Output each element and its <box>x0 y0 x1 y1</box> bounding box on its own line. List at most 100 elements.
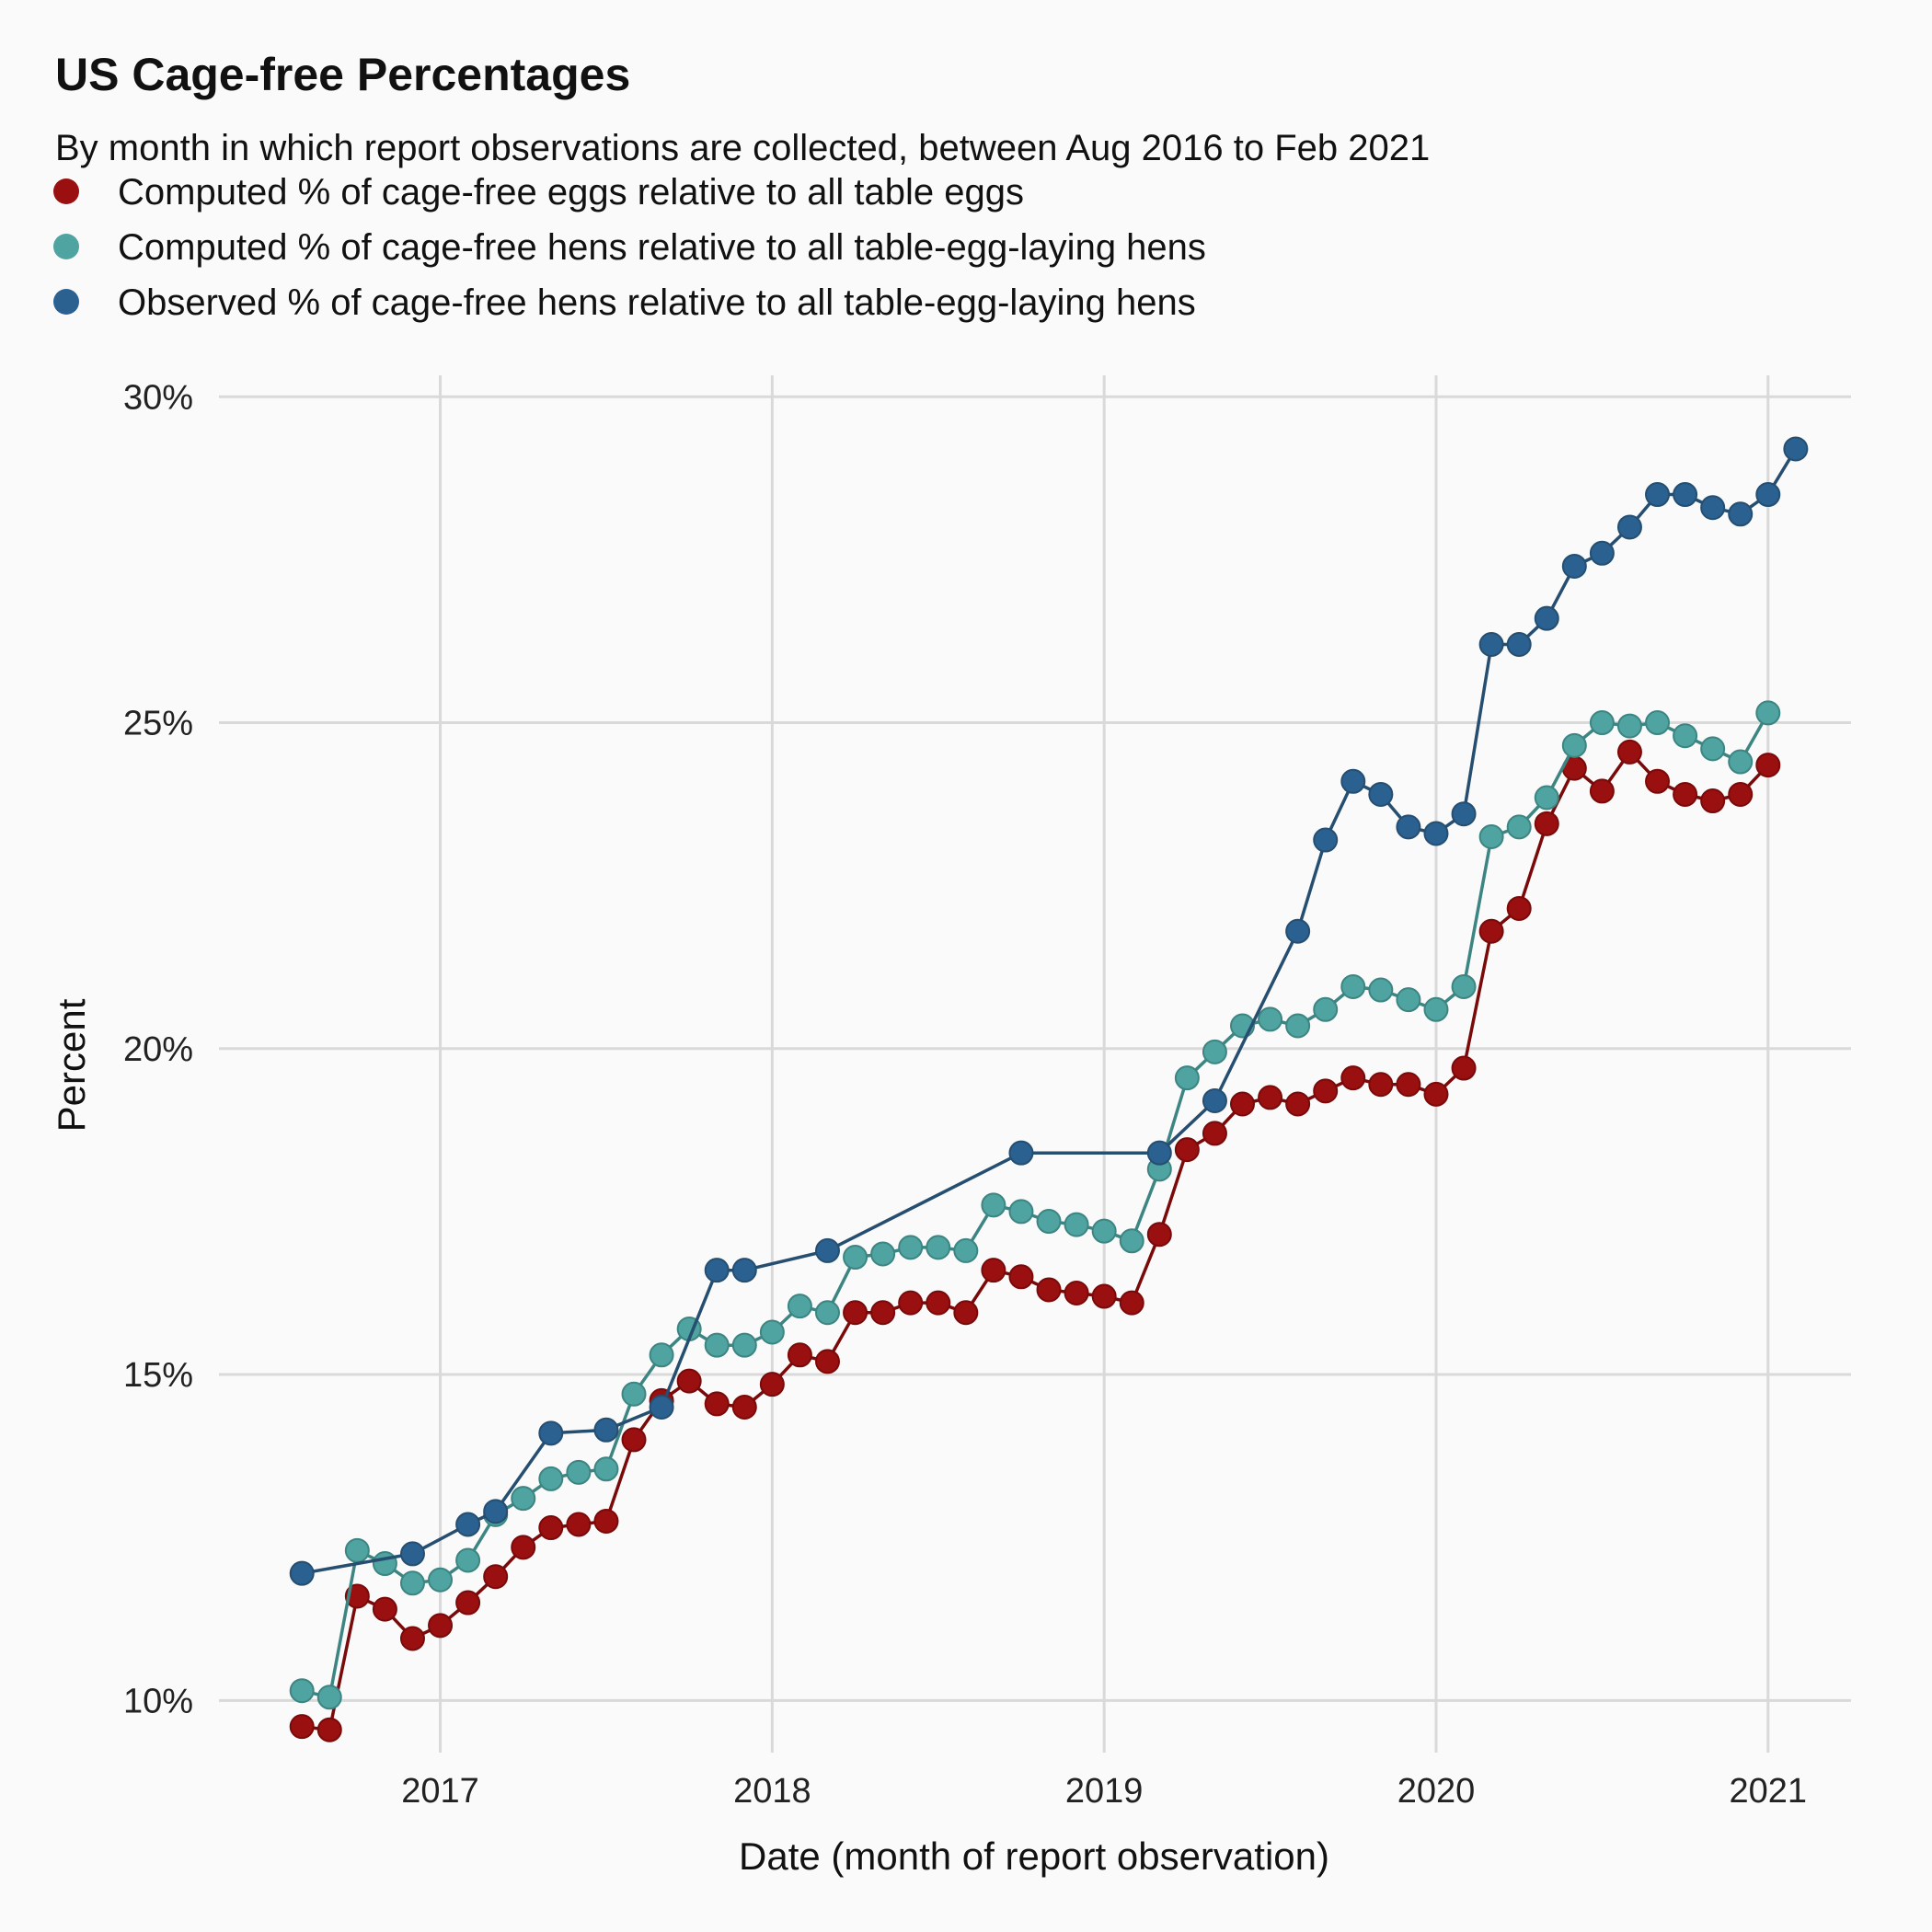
data-point-computed-hens <box>511 1486 536 1512</box>
data-point-observed-hens <box>1396 814 1421 840</box>
data-point-computed-hens <box>1673 723 1698 749</box>
data-point-observed-hens <box>399 1541 425 1567</box>
data-point-eggs <box>953 1300 979 1326</box>
y-tick-label: 25% <box>123 705 193 743</box>
data-point-eggs <box>399 1626 425 1651</box>
data-point-eggs <box>1451 1055 1477 1081</box>
data-point-eggs <box>1064 1280 1089 1305</box>
y-axis-ticks: 10% 15% 20% 25% 30% <box>123 378 193 1720</box>
data-point-computed-hens <box>759 1319 785 1345</box>
data-point-computed-hens <box>428 1567 454 1593</box>
data-point-observed-hens <box>1506 631 1532 657</box>
data-point-eggs <box>1174 1137 1200 1163</box>
data-point-eggs <box>1202 1121 1227 1146</box>
legend-marker-observed-hens <box>53 289 79 315</box>
data-point-observed-hens <box>1451 801 1477 827</box>
x-tick-label: 2018 <box>733 1772 811 1811</box>
data-point-observed-hens <box>1285 918 1311 944</box>
data-point-eggs <box>621 1427 647 1453</box>
x-tick-label: 2017 <box>401 1772 479 1811</box>
data-point-observed-hens <box>1146 1140 1172 1166</box>
data-point-eggs <box>870 1300 896 1326</box>
data-point-observed-hens <box>814 1237 840 1263</box>
data-point-observed-hens <box>1008 1140 1034 1166</box>
data-point-eggs <box>731 1394 757 1420</box>
data-point-observed-hens <box>289 1560 315 1586</box>
data-point-eggs <box>1589 778 1615 804</box>
data-point-eggs <box>1645 768 1671 794</box>
data-point-observed-hens <box>1700 495 1726 521</box>
data-point-observed-hens <box>1616 514 1642 540</box>
data-point-eggs <box>372 1596 397 1622</box>
legend-item-eggs: Computed % of cage-free eggs relative to… <box>53 172 1024 213</box>
data-point-eggs <box>428 1613 454 1639</box>
data-point-eggs <box>1313 1078 1339 1104</box>
data-point-observed-hens <box>1561 553 1587 579</box>
data-point-computed-hens <box>1036 1209 1062 1235</box>
data-point-computed-hens <box>731 1332 757 1358</box>
data-point-computed-hens <box>1423 996 1449 1022</box>
data-point-observed-hens <box>1478 631 1504 657</box>
legend-item-computed-hens: Computed % of cage-free hens relative to… <box>53 227 1206 268</box>
data-point-computed-hens <box>1755 700 1781 726</box>
chart-subtitle: By month in which report observations ar… <box>55 128 1430 168</box>
y-tick-label: 20% <box>123 1030 193 1069</box>
series-observed-hens <box>289 436 1809 1586</box>
data-point-computed-hens <box>1258 1006 1283 1032</box>
x-axis-title: Date (month of report observation) <box>739 1834 1329 1878</box>
series-eggs <box>289 739 1781 1742</box>
chart-title: US Cage-free Percentages <box>55 49 630 100</box>
data-point-observed-hens <box>1673 482 1698 508</box>
data-point-computed-hens <box>1119 1228 1144 1254</box>
data-point-observed-hens <box>1423 821 1449 846</box>
data-point-eggs <box>1700 788 1726 814</box>
data-point-eggs <box>344 1583 370 1609</box>
data-point-computed-hens <box>455 1547 481 1573</box>
data-point-observed-hens <box>1728 501 1754 527</box>
data-point-computed-hens <box>566 1459 592 1485</box>
data-point-computed-hens <box>1202 1039 1227 1064</box>
data-point-computed-hens <box>316 1685 342 1710</box>
data-point-computed-hens <box>344 1537 370 1563</box>
data-point-computed-hens <box>372 1551 397 1577</box>
data-point-computed-hens <box>926 1235 951 1260</box>
data-point-observed-hens <box>1534 605 1559 631</box>
data-point-computed-hens <box>981 1192 1006 1218</box>
data-point-eggs <box>814 1349 840 1374</box>
data-point-eggs <box>1478 918 1504 944</box>
data-point-computed-hens <box>1616 713 1642 739</box>
data-point-computed-hens <box>1645 710 1671 736</box>
data-point-eggs <box>1146 1222 1172 1248</box>
data-point-observed-hens <box>1313 827 1339 853</box>
data-point-eggs <box>843 1300 868 1326</box>
data-point-eggs <box>1368 1072 1394 1098</box>
data-point-observed-hens <box>593 1417 619 1443</box>
data-point-eggs <box>926 1290 951 1316</box>
data-point-observed-hens <box>538 1420 564 1446</box>
data-point-eggs <box>483 1564 509 1590</box>
data-point-eggs <box>1285 1091 1311 1117</box>
data-point-computed-hens <box>289 1678 315 1704</box>
data-point-computed-hens <box>1340 973 1366 999</box>
grid <box>219 375 1851 1753</box>
data-point-eggs <box>676 1368 702 1394</box>
data-point-eggs <box>455 1590 481 1616</box>
data-point-eggs <box>1091 1283 1117 1309</box>
data-point-eggs <box>759 1372 785 1397</box>
legend-marker-computed-hens <box>53 234 79 259</box>
data-point-observed-hens <box>483 1499 509 1524</box>
data-point-computed-hens <box>843 1245 868 1271</box>
data-point-observed-hens <box>1755 482 1781 508</box>
data-point-computed-hens <box>1091 1218 1117 1244</box>
data-point-eggs <box>593 1508 619 1534</box>
data-point-eggs <box>981 1258 1006 1283</box>
data-point-observed-hens <box>1589 540 1615 566</box>
data-point-eggs <box>704 1391 730 1417</box>
data-point-eggs <box>1728 781 1754 807</box>
x-tick-label: 2019 <box>1065 1772 1144 1811</box>
data-point-computed-hens <box>1478 824 1504 850</box>
data-point-observed-hens <box>649 1394 674 1420</box>
data-point-eggs <box>787 1342 812 1368</box>
data-point-eggs <box>1396 1072 1421 1098</box>
